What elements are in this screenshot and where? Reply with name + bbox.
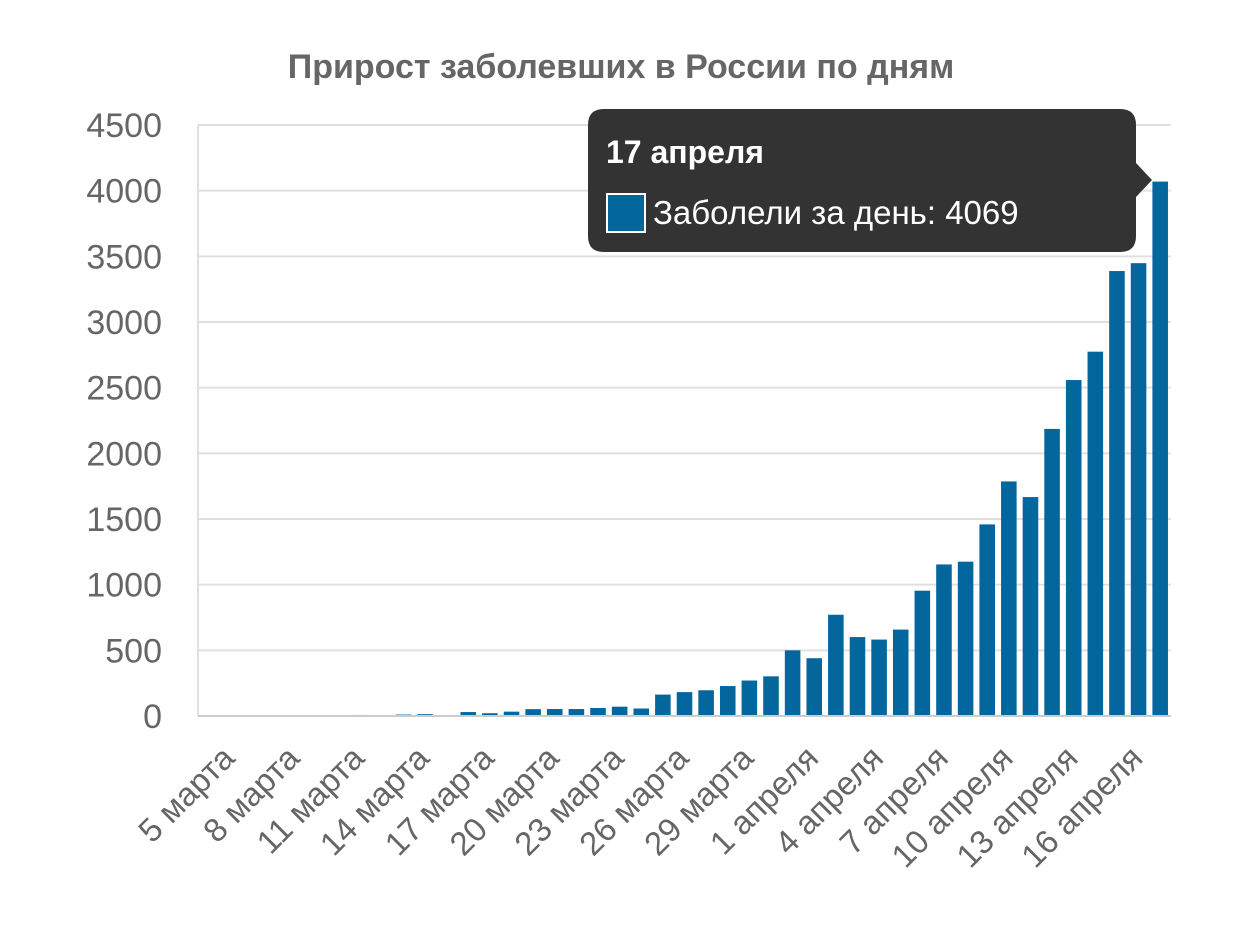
tooltip: 17 апреля Заболели за день: 4069 xyxy=(588,109,1152,252)
bar-5-апреля[interactable] xyxy=(892,629,909,716)
bar-15-апреля[interactable] xyxy=(1109,271,1125,716)
bar-16-марта[interactable] xyxy=(460,712,477,716)
y-tick-label: 4000 xyxy=(86,173,162,211)
y-tick-label: 2000 xyxy=(86,435,162,473)
tooltip-series-swatch xyxy=(606,193,646,233)
y-tick-label: 0 xyxy=(143,698,162,736)
bar-20-марта[interactable] xyxy=(546,709,563,716)
bar-19-марта[interactable] xyxy=(525,709,541,716)
y-tick-label: 3500 xyxy=(86,238,162,276)
chart-title: Прирост заболевших в России по дням xyxy=(288,48,954,86)
bar-10-апреля[interactable] xyxy=(1001,481,1017,716)
y-tick-label: 1000 xyxy=(86,567,162,605)
bar-12-апреля[interactable] xyxy=(1044,428,1060,716)
bar-4-апреля[interactable] xyxy=(871,639,887,716)
bar-23-марта[interactable] xyxy=(611,706,628,716)
bar-2-апреля[interactable] xyxy=(828,614,844,716)
bar-25-марта[interactable] xyxy=(655,694,671,716)
bar-18-марта[interactable] xyxy=(503,711,520,716)
tooltip-date: 17 апреля xyxy=(606,134,764,170)
bar-31-марта[interactable] xyxy=(784,650,801,716)
bar-17-апреля[interactable] xyxy=(1152,181,1168,716)
bar-24-марта[interactable] xyxy=(633,708,650,716)
bar-6-апреля[interactable] xyxy=(914,590,931,716)
bar-16-апреля[interactable] xyxy=(1130,263,1147,716)
y-tick-label: 2500 xyxy=(86,370,162,408)
bar-9-апреля[interactable] xyxy=(979,524,995,716)
bar-21-марта[interactable] xyxy=(568,709,585,716)
bar-17-марта[interactable] xyxy=(482,713,498,716)
bar-7-апреля[interactable] xyxy=(936,564,952,716)
bar-28-марта[interactable] xyxy=(719,686,736,716)
bar-29-марта[interactable] xyxy=(741,680,758,716)
y-tick-label: 4500 xyxy=(86,107,162,145)
y-tick-label: 1500 xyxy=(86,501,162,539)
bar-27-марта[interactable] xyxy=(698,690,714,716)
bar-1-апреля[interactable] xyxy=(806,658,823,716)
bar-14-апреля[interactable] xyxy=(1087,351,1104,716)
bar-8-апреля[interactable] xyxy=(957,561,974,716)
y-axis-ticks: 0 500 1000 1500 2000 2500 3000 3500 4000 4500 xyxy=(86,107,162,736)
bars xyxy=(198,181,1171,717)
bar-30-марта[interactable] xyxy=(763,676,779,716)
bar-3-апреля[interactable] xyxy=(849,637,866,716)
y-tick-label: 3000 xyxy=(86,304,162,342)
bar-22-марта[interactable] xyxy=(590,707,606,716)
bar-11-апреля[interactable] xyxy=(1022,497,1039,716)
bar-13-апреля[interactable] xyxy=(1065,380,1082,716)
tooltip-box xyxy=(588,109,1152,252)
bar-26-марта[interactable] xyxy=(676,692,693,716)
tooltip-value: Заболели за день: 4069 xyxy=(653,194,1019,231)
y-tick-label: 500 xyxy=(105,632,162,670)
